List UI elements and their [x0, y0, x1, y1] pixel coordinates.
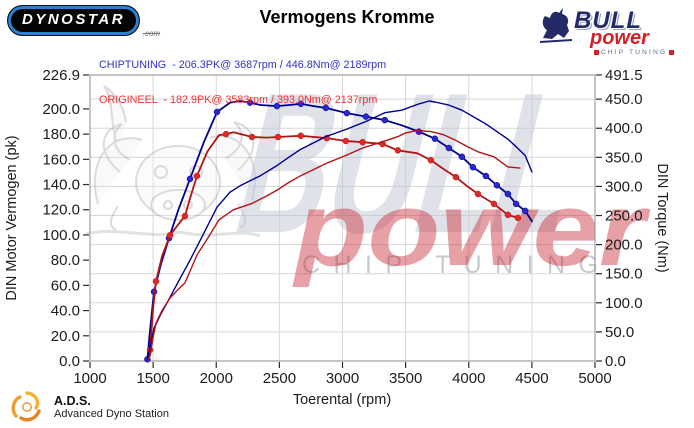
svg-text:200.0: 200.0: [605, 237, 643, 254]
svg-text:1000: 1000: [73, 370, 106, 387]
ads-branding: A.D.S. Advanced Dyno Station: [8, 390, 169, 424]
svg-text:150.0: 150.0: [605, 266, 643, 283]
power-watermark: power: [292, 171, 651, 288]
svg-text:4500: 4500: [515, 370, 548, 387]
y-axis-title-right: DIN Torque (Nm): [654, 163, 670, 272]
svg-text:0.0: 0.0: [59, 353, 80, 370]
svg-text:40.0: 40.0: [51, 303, 80, 320]
legend-chiptuning: CHIPTUNING - 206.3PK@ 3687rpm / 446.8Nm@…: [99, 59, 387, 71]
ads-swirl-icon: [11, 391, 41, 422]
svg-text:120.0: 120.0: [42, 202, 80, 219]
y-axis-title-left: DIN Motor Vermogen (pk): [4, 135, 20, 300]
svg-text:350.0: 350.0: [605, 149, 643, 166]
svg-text:0.0: 0.0: [605, 353, 626, 370]
dynostar-logo: DYNOSTAR .com: [7, 5, 160, 38]
plot-border: [89, 74, 596, 362]
markers-chiptuning-torque: [144, 99, 529, 363]
series-chiptuning-power: [146, 100, 533, 361]
svg-text:300.0: 300.0: [605, 178, 643, 195]
svg-text:2500: 2500: [263, 370, 296, 387]
red-square-icon: [594, 49, 599, 55]
dynostar-logo-suffix: .com: [142, 29, 161, 38]
series-origineel-power: [147, 129, 521, 361]
svg-text:160.0: 160.0: [42, 151, 80, 168]
bull-sketch-watermark: [85, 85, 261, 238]
svg-text:400.0: 400.0: [605, 120, 643, 137]
svg-text:140.0: 140.0: [42, 177, 80, 194]
svg-text:491.5: 491.5: [605, 67, 643, 84]
svg-text:100.0: 100.0: [42, 227, 80, 244]
svg-text:5000: 5000: [578, 370, 611, 387]
svg-text:4000: 4000: [452, 370, 485, 387]
bull-logo-word: BULL: [574, 7, 642, 34]
page-title: Vermogens Kromme: [259, 7, 435, 27]
svg-text:3000: 3000: [326, 370, 359, 387]
svg-text:180.0: 180.0: [42, 126, 80, 143]
axis-labels: 0.0 20.0 40.0 60.0 80.0 100.0 120.0 140.0 160.0 1…: [42, 67, 642, 387]
svg-text:20.0: 20.0: [51, 328, 80, 345]
legend: CHIPTUNING - 206.3PK@ 3687rpm / 446.8Nm@…: [99, 37, 386, 129]
ads-abbr: A.D.S.: [54, 394, 91, 408]
svg-text:2000: 2000: [200, 370, 233, 387]
ads-name: Advanced Dyno Station: [54, 408, 169, 420]
bull-text-watermark: BULL: [217, 52, 603, 276]
bull-logo-power: power: [590, 27, 649, 49]
svg-text:226.9: 226.9: [42, 67, 80, 84]
svg-text:250.0: 250.0: [605, 208, 643, 225]
svg-text:60.0: 60.0: [51, 277, 80, 294]
series-chiptuning-torque: [146, 100, 533, 361]
svg-text:50.0: 50.0: [605, 324, 634, 341]
axis-ticks: [83, 74, 602, 368]
bull-power-logo: BULL power CHIP TUNING: [538, 3, 688, 57]
legend-origineel: ORIGINEEL - 182.9PK@ 3583rpm / 393.0Nm@ …: [99, 93, 378, 106]
red-square-icon: [669, 49, 675, 55]
svg-text:1500: 1500: [136, 370, 169, 387]
series-origineel-torque: [147, 131, 521, 360]
svg-text:80.0: 80.0: [51, 252, 80, 269]
bull-icon: [540, 8, 572, 43]
chip-tuning-watermark: CHIP TUNING: [302, 251, 598, 279]
dynostar-logo-pill: DYNOSTAR: [7, 5, 141, 36]
x-axis-title: Toerental (rpm): [293, 392, 391, 408]
bull-logo-chip: CHIP TUNING: [592, 49, 676, 56]
svg-text:450.0: 450.0: [605, 91, 643, 108]
dynostar-logo-text: DYNOSTAR: [22, 11, 126, 28]
svg-text:100.0: 100.0: [605, 295, 643, 312]
svg-text:200.0: 200.0: [42, 101, 80, 118]
svg-text:3500: 3500: [389, 370, 422, 387]
